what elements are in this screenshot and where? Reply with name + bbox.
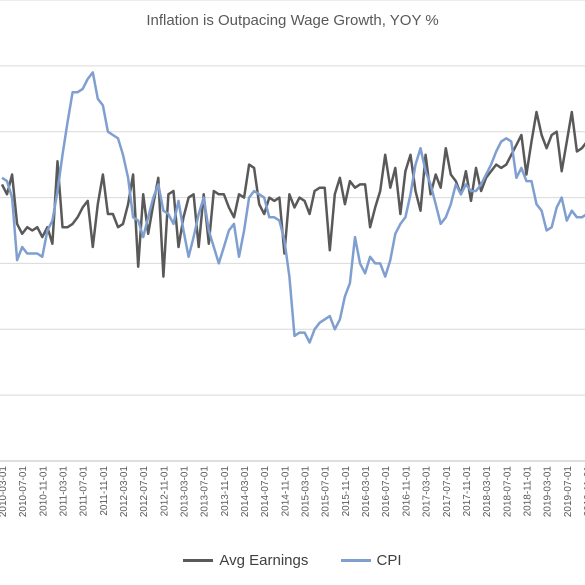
x-tick-label: 2010-07-01 <box>18 466 29 518</box>
legend-swatch-avg-earnings <box>183 559 214 562</box>
x-tick-label: 2010-11-01 <box>38 466 49 517</box>
x-tick-label: 2014-07-01 <box>260 466 271 518</box>
series-layer <box>0 71 585 344</box>
legend-label-avg-earnings: Avg Earnings <box>219 552 309 569</box>
x-tick-label: 2018-11-01 <box>522 466 533 517</box>
x-tick-label: 2011-11-01 <box>99 466 110 516</box>
x-tick-label: 2014-11-01 <box>280 466 291 517</box>
gridlines <box>0 0 585 462</box>
x-tick-label: 2012-07-01 <box>139 466 150 518</box>
series-line-avg-earnings <box>0 110 585 278</box>
legend: Avg Earnings CPI <box>0 549 585 569</box>
x-tick-label: 2017-11-01 <box>462 466 473 517</box>
x-tick-label: 2017-07-01 <box>442 466 453 518</box>
legend-entry-avg-earnings: Avg Earnings <box>183 552 308 569</box>
x-tick-label: 2019-11-01 <box>583 466 585 517</box>
x-tick-label: 2012-03-01 <box>119 466 130 518</box>
x-tick-label: 2015-07-01 <box>321 466 332 518</box>
x-tick-label: 2012-11-01 <box>159 466 170 517</box>
x-tick-label: 2015-11-01 <box>341 466 352 517</box>
x-tick-label: 2011-03-01 <box>59 466 70 517</box>
x-tick-label: 2015-03-01 <box>301 466 312 518</box>
x-tick-label: 2017-03-01 <box>422 466 433 518</box>
x-tick-label: 2013-07-01 <box>200 466 211 518</box>
x-tick-label: 2014-03-01 <box>240 466 251 518</box>
x-axis-tick-labels: 2010-03-01 2010-07-01 2010-11-01 2011-03-01… <box>0 466 585 518</box>
x-tick-label: 2019-07-01 <box>563 466 574 518</box>
x-tick-label: 2010-03-01 <box>0 466 9 518</box>
x-tick-label: 2013-11-01 <box>220 466 231 517</box>
x-tick-label: 2019-03-01 <box>543 466 554 518</box>
x-tick-label: 2018-07-01 <box>502 466 513 518</box>
x-tick-label: 2013-03-01 <box>180 466 191 518</box>
x-tick-label: 2016-11-01 <box>401 466 412 517</box>
x-tick-label: 2011-07-01 <box>79 466 90 517</box>
x-tick-label: 2016-03-01 <box>361 466 372 518</box>
legend-swatch-cpi <box>340 559 371 562</box>
x-tick-label: 2016-07-01 <box>381 466 392 518</box>
series-line-cpi <box>1 71 585 344</box>
x-tick-label: 2018-03-01 <box>482 466 493 518</box>
chart-title: Inflation is Outpacing Wage Growth, YOY … <box>146 12 439 29</box>
legend-label-cpi: CPI <box>376 552 402 569</box>
legend-entry-cpi: CPI <box>340 552 402 569</box>
